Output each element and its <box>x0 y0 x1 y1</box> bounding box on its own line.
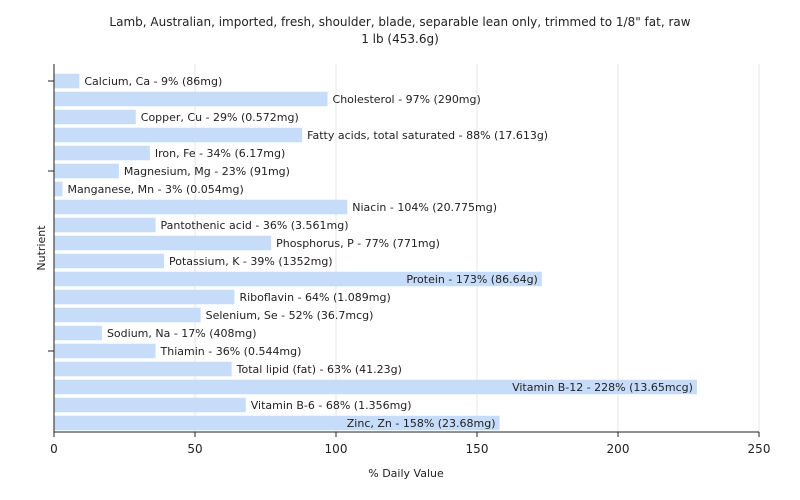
bar-label: Pantothenic acid - 36% (3.561mg) <box>161 219 349 232</box>
bar <box>54 181 63 197</box>
bar <box>54 397 246 413</box>
bar <box>54 109 136 125</box>
chart-subtitle: 1 lb (453.6g) <box>361 32 439 46</box>
bar <box>54 91 328 107</box>
bar-label: Fatty acids, total saturated - 88% (17.6… <box>307 129 548 142</box>
bar-label: Riboflavin - 64% (1.089mg) <box>239 291 390 304</box>
x-tick-label: 0 <box>50 442 58 456</box>
bar-label: Total lipid (fat) - 63% (41.23g) <box>236 363 402 376</box>
bar-label: Phosphorus, P - 77% (771mg) <box>276 237 440 250</box>
bar-label: Magnesium, Mg - 23% (91mg) <box>124 165 290 178</box>
bar-label: Vitamin B-6 - 68% (1.356mg) <box>251 399 412 412</box>
y-axis-title: Nutrient <box>35 225 48 271</box>
bar <box>54 325 102 341</box>
axis-layer: 0 50 100 150 200 250 <box>48 64 770 456</box>
bar <box>54 73 80 89</box>
bar-label: Vitamin B-12 - 228% (13.65mcg) <box>512 381 693 394</box>
bar-label: Potassium, K - 39% (1352mg) <box>169 255 333 268</box>
bar <box>54 415 500 431</box>
bar <box>54 253 164 269</box>
bar <box>54 235 272 251</box>
bar <box>54 289 235 305</box>
x-tick-label: 100 <box>325 442 348 456</box>
bar <box>54 361 232 377</box>
bar <box>54 307 201 323</box>
bar <box>54 271 542 287</box>
bar <box>54 145 150 161</box>
chart-title: Lamb, Australian, imported, fresh, shoul… <box>109 15 691 29</box>
bar-label: Calcium, Ca - 9% (86mg) <box>84 75 222 88</box>
x-tick-label: 150 <box>466 442 489 456</box>
bar-label: Zinc, Zn - 158% (23.68mg) <box>347 417 496 430</box>
bar-label: Protein - 173% (86.64g) <box>406 273 538 286</box>
x-tick-label: 200 <box>607 442 630 456</box>
bar <box>54 199 348 215</box>
bar <box>54 127 303 143</box>
bar-label: Manganese, Mn - 3% (0.054mg) <box>67 183 243 196</box>
bar-label: Copper, Cu - 29% (0.572mg) <box>141 111 299 124</box>
bar-label: Iron, Fe - 34% (6.17mg) <box>155 147 285 160</box>
bar <box>54 343 156 359</box>
bar <box>54 217 156 233</box>
x-tick-label: 250 <box>748 442 771 456</box>
bar-label: Selenium, Se - 52% (36.7mcg) <box>206 309 374 322</box>
bar-layer: Calcium, Ca - 9% (86mg) Cholesterol - 97%… <box>54 73 697 431</box>
bar-label: Cholesterol - 97% (290mg) <box>333 93 481 106</box>
bar <box>54 163 119 179</box>
bar-label: Niacin - 104% (20.775mg) <box>352 201 497 214</box>
bar-label: Thiamin - 36% (0.544mg) <box>160 345 302 358</box>
x-axis-title: % Daily Value <box>368 467 444 480</box>
bar-label: Sodium, Na - 17% (408mg) <box>107 327 257 340</box>
bar <box>54 379 697 395</box>
x-tick-label: 50 <box>187 442 202 456</box>
